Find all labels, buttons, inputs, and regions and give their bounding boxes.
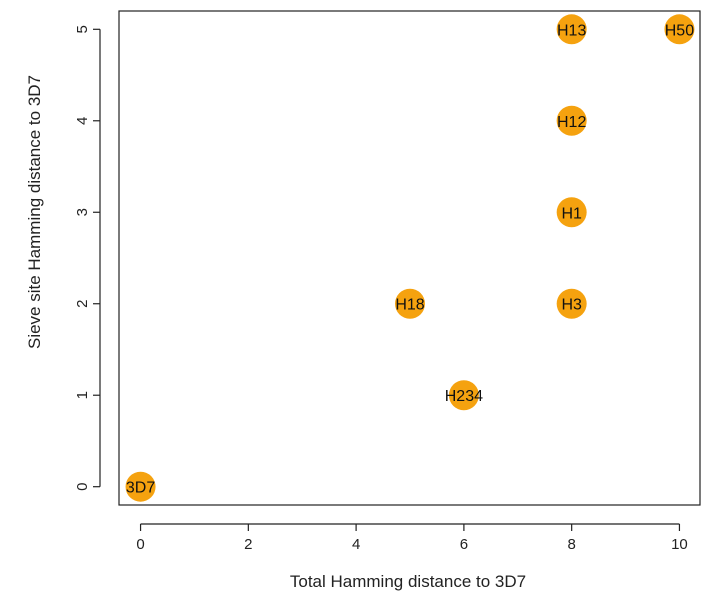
data-point-label: H234 [445,388,483,405]
y-axis-title: Sieve site Hamming distance to 3D7 [25,75,44,349]
x-tick-label: 8 [567,536,575,553]
y-tick-label: 1 [74,391,91,399]
y-tick-label: 0 [74,483,91,491]
x-tick-label: 0 [136,536,144,553]
data-point [448,380,479,411]
data-point-label: H13 [557,22,586,39]
y-tick-label: 2 [74,300,91,308]
x-tick-label: 2 [244,536,252,553]
data-point-label: H12 [557,114,586,131]
data-point [556,105,587,136]
data-point [125,471,156,502]
x-tick-label: 6 [460,536,468,553]
y-tick-label: 3 [74,208,91,216]
data-point-label: 3D7 [126,480,155,497]
data-point-label: H1 [561,205,582,222]
y-tick-label: 5 [74,25,91,33]
data-point-label: H18 [395,297,424,314]
data-point [395,288,425,319]
data-point-label: H3 [561,297,582,314]
x-tick-label: 10 [671,536,688,553]
x-tick-label: 4 [352,536,360,553]
y-tick-label: 4 [74,117,91,125]
data-point [556,288,587,319]
data-point-label: H50 [665,22,694,39]
data-point [664,14,695,45]
plot-frame [118,10,701,506]
data-point [556,14,587,45]
data-point [556,197,587,228]
x-axis-title: Total Hamming distance to 3D7 [290,572,526,591]
